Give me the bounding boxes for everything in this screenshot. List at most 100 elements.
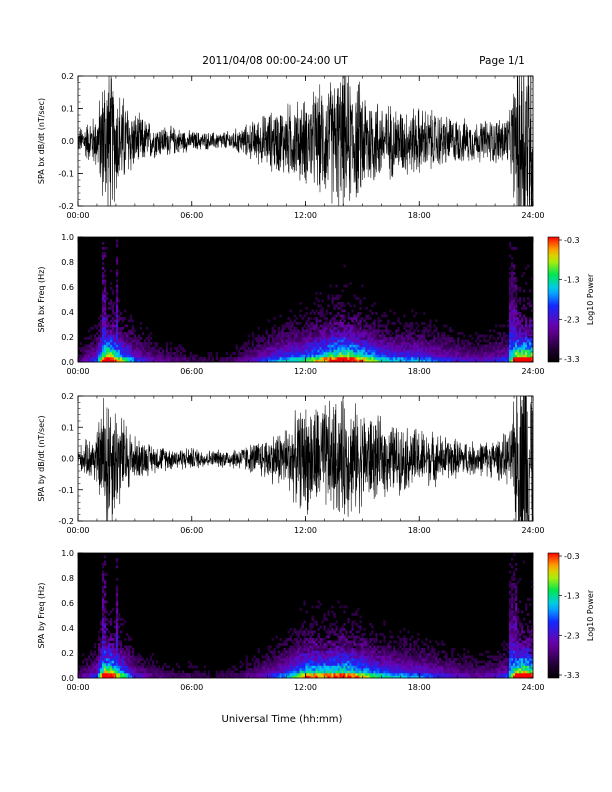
spectrogram-cell [395, 357, 398, 360]
spectrogram-cell [101, 575, 105, 579]
spectrogram-cell [383, 339, 386, 343]
spectrogram-cell [261, 347, 264, 350]
spectrogram-cell [109, 347, 113, 350]
spectrogram-cell [343, 332, 346, 335]
spectrogram-cell [119, 663, 123, 666]
spectrogram-cell [451, 354, 454, 358]
spectrogram-cell [111, 675, 115, 679]
spectrogram-cell [339, 635, 342, 639]
spectrogram-cell [115, 274, 119, 278]
spectrogram-cell [329, 324, 332, 328]
spectrogram-cell [135, 658, 139, 661]
spectrogram-cell [117, 640, 121, 644]
spectrogram-cell [101, 257, 105, 260]
spectrogram-cell [473, 347, 476, 350]
spectrogram-cell [449, 349, 452, 353]
spectrogram-cell [291, 655, 294, 659]
spectrogram-cell [439, 342, 442, 345]
spectrogram-cell [295, 673, 298, 676]
spectrogram-cell [373, 327, 376, 330]
spectrogram-cell [267, 347, 270, 350]
spectrogram-cell [115, 618, 119, 621]
spectrogram-cell [287, 655, 290, 659]
spectrogram-cell [335, 334, 338, 338]
spectrogram-cell [327, 648, 330, 651]
spectrogram-cell [297, 322, 300, 325]
spectrogram-cell [95, 673, 99, 676]
spectrogram-cell [107, 342, 111, 345]
spectrogram-cell [457, 354, 460, 358]
spectrogram-cell [519, 287, 522, 290]
spectrogram-cell [509, 289, 512, 293]
spectrogram-cell [423, 312, 426, 315]
spectrogram-cell [273, 653, 276, 656]
spectrogram-cell [401, 359, 404, 363]
spectrogram-cell [151, 354, 155, 358]
spectrogram-cell [483, 357, 486, 360]
spectrogram-cell [497, 354, 500, 358]
spectrogram-cell [95, 658, 99, 661]
spectrogram-cell [333, 613, 336, 616]
spectrogram-cell [285, 324, 288, 328]
spectrogram-cell [353, 339, 356, 343]
spectrogram-cell [363, 640, 366, 644]
spectrogram-cell [367, 354, 370, 358]
spectrogram-cell [139, 665, 143, 669]
spectrogram-cell [323, 324, 326, 328]
spectrogram-cell [327, 327, 330, 330]
spectrogram-cell [125, 655, 129, 659]
spectrogram-cell [157, 352, 161, 355]
spectrogram-cell [271, 342, 274, 345]
spectrogram-cell [123, 668, 127, 671]
spectrogram-cell [433, 352, 436, 355]
spectrogram-cell [129, 668, 133, 671]
spectrogram-cell [95, 354, 99, 358]
spectrogram-cell [447, 354, 450, 358]
spectrogram-cell [315, 648, 318, 651]
spectrogram-cell [113, 352, 117, 355]
spectrogram-cell [121, 327, 125, 330]
spectrogram-cell [301, 354, 304, 358]
spectrogram-cell [173, 347, 177, 350]
spectrogram-cell [377, 319, 380, 323]
spectrogram-cell [515, 247, 518, 250]
spectrogram-cell [101, 342, 105, 345]
spectrogram-cell [97, 329, 101, 333]
spectrogram-cell [529, 327, 532, 330]
spectrogram-cell [339, 665, 342, 669]
spectrogram-cell [349, 282, 352, 285]
spectrogram-cell [521, 307, 524, 310]
spectrogram-cell [281, 668, 284, 671]
spectrogram-cell [119, 327, 123, 330]
spectrogram-cell [277, 665, 280, 669]
spectrogram-cell [495, 344, 498, 348]
spectrogram-cell [125, 658, 129, 661]
spectrogram-cell [415, 327, 418, 330]
spectrogram-cells [78, 553, 534, 679]
spectrogram-cell [375, 334, 378, 338]
spectrogram-cell [379, 334, 382, 338]
spectrogram-cell [449, 329, 452, 333]
spectrogram-cell [125, 670, 129, 674]
spectrogram-cell [303, 635, 306, 639]
spectrogram-cell [429, 329, 432, 333]
spectrogram-cell [241, 359, 244, 363]
spectrogram-cell [281, 655, 284, 659]
spectrogram-cell [341, 337, 344, 340]
spectrogram-cell [433, 344, 436, 348]
spectrogram-cell [291, 663, 294, 666]
spectrogram-cell [375, 357, 378, 360]
spectrogram-cell [281, 357, 284, 360]
spectrogram-cell [375, 352, 378, 355]
spectrogram-cell [289, 653, 292, 656]
spectrogram-cell [273, 359, 276, 363]
spectrogram-cell [189, 359, 193, 363]
spectrogram-cell [527, 264, 530, 268]
spectrogram-cell [367, 357, 370, 360]
spectrogram-cell [495, 349, 498, 353]
spectrogram-cell [371, 658, 374, 661]
spectrogram-cell [331, 663, 334, 666]
spectrogram-cell [431, 347, 434, 350]
spectrogram-cell [275, 675, 278, 679]
spectrogram-cell [109, 302, 113, 305]
